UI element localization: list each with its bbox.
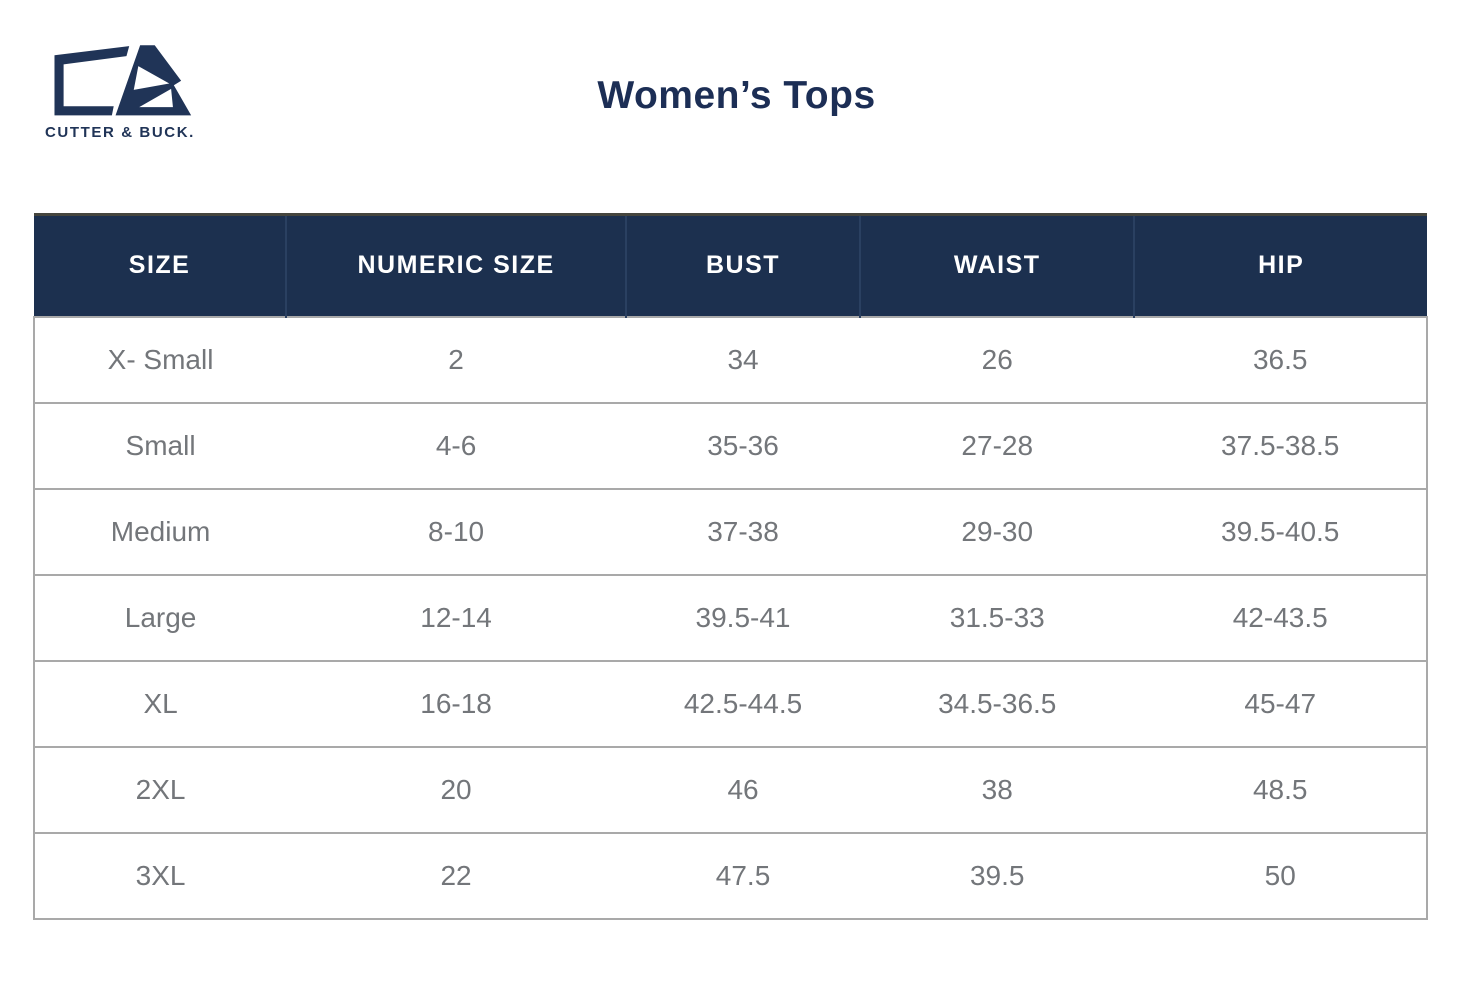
size-chart-header: SIZE NUMERIC SIZE BUST WAIST HIP	[34, 213, 1427, 317]
table-cell: X- Small	[34, 316, 287, 404]
brand-wordmark: CUTTER & BUCK.	[45, 124, 195, 141]
table-row-3xl: 3XL 22 47.5 39.5 50	[34, 832, 1427, 920]
header-row: SIZE NUMERIC SIZE BUST WAIST HIP	[34, 213, 1427, 317]
brand-logo: CUTTER & BUCK.	[45, 37, 205, 141]
table-row-medium: Medium 8-10 37-38 29-30 39.5-40.5	[34, 488, 1427, 576]
table-cell: 39.5	[860, 832, 1135, 920]
table-row-xl: XL 16-18 42.5-44.5 34.5-36.5 45-47	[34, 660, 1427, 748]
table-cell: 4-6	[286, 402, 627, 490]
table-cell: 12-14	[286, 574, 627, 662]
table-cell: 29-30	[860, 488, 1135, 576]
table-cell: 37.5-38.5	[1134, 402, 1427, 490]
table-cell: 34.5-36.5	[860, 660, 1135, 748]
table-cell: 46	[626, 746, 861, 834]
table-cell: 48.5	[1134, 746, 1427, 834]
header-cell-numeric-size: NUMERIC SIZE	[285, 213, 627, 317]
table-cell: Small	[34, 402, 287, 490]
page-title: Women’s Tops	[597, 74, 876, 117]
table-cell: 36.5	[1134, 316, 1427, 404]
table-cell: 39.5-41	[626, 574, 861, 662]
table-cell: 42.5-44.5	[626, 660, 861, 748]
size-chart-table: SIZE NUMERIC SIZE BUST WAIST HIP X- Smal…	[33, 213, 1428, 920]
header-cell-hip: HIP	[1133, 213, 1427, 317]
table-cell: Medium	[34, 488, 287, 576]
table-row-2xl: 2XL 20 46 38 48.5	[34, 746, 1427, 834]
table-cell: 35-36	[626, 402, 861, 490]
size-chart-body: X- Small 2 34 26 36.5 Small 4-6 35-36 27…	[34, 316, 1427, 920]
table-cell: 3XL	[34, 832, 287, 920]
table-cell: 47.5	[626, 832, 861, 920]
table-cell: 31.5-33	[860, 574, 1135, 662]
table-cell: 20	[286, 746, 627, 834]
table-row-large: Large 12-14 39.5-41 31.5-33 42-43.5	[34, 574, 1427, 662]
table-cell: 2	[286, 316, 627, 404]
header-cell-waist: WAIST	[859, 213, 1135, 317]
table-cell: 42-43.5	[1134, 574, 1427, 662]
table-cell: 22	[286, 832, 627, 920]
table-cell: XL	[34, 660, 287, 748]
table-cell: 16-18	[286, 660, 627, 748]
table-row-x-small: X- Small 2 34 26 36.5	[34, 316, 1427, 404]
table-cell: 34	[626, 316, 861, 404]
table-cell: 39.5-40.5	[1134, 488, 1427, 576]
cutter-buck-cb-monogram-icon	[54, 45, 192, 116]
header-cell-bust: BUST	[625, 213, 861, 317]
table-cell: 37-38	[626, 488, 861, 576]
table-cell: 26	[860, 316, 1135, 404]
table-cell: 8-10	[286, 488, 627, 576]
table-cell: Large	[34, 574, 287, 662]
table-row-small: Small 4-6 35-36 27-28 37.5-38.5	[34, 402, 1427, 490]
table-cell: 50	[1134, 832, 1427, 920]
table-cell: 38	[860, 746, 1135, 834]
table-cell: 27-28	[860, 402, 1135, 490]
table-cell: 45-47	[1134, 660, 1427, 748]
header-cell-size: SIZE	[34, 213, 287, 317]
table-cell: 2XL	[34, 746, 287, 834]
